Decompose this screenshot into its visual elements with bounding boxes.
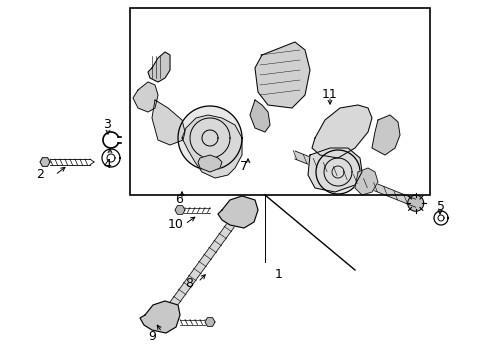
Polygon shape <box>205 318 215 326</box>
Polygon shape <box>316 150 360 194</box>
Text: 8: 8 <box>185 277 193 290</box>
Text: 5: 5 <box>437 200 445 213</box>
Polygon shape <box>295 151 416 207</box>
Polygon shape <box>255 42 310 108</box>
Polygon shape <box>312 105 372 158</box>
Text: 4: 4 <box>103 158 111 171</box>
Polygon shape <box>308 148 362 192</box>
Polygon shape <box>202 130 218 146</box>
Polygon shape <box>175 206 185 214</box>
Polygon shape <box>40 158 50 166</box>
Polygon shape <box>190 118 230 158</box>
Text: 3: 3 <box>103 118 111 131</box>
Polygon shape <box>372 115 400 155</box>
Polygon shape <box>434 211 448 225</box>
Polygon shape <box>198 155 222 172</box>
Text: 2: 2 <box>36 168 44 181</box>
Polygon shape <box>140 301 180 333</box>
Polygon shape <box>250 100 270 132</box>
Polygon shape <box>182 115 242 178</box>
Polygon shape <box>102 149 120 167</box>
Polygon shape <box>355 168 378 195</box>
Text: 1: 1 <box>275 268 283 281</box>
Text: 6: 6 <box>175 193 183 206</box>
Text: 9: 9 <box>148 330 156 343</box>
Polygon shape <box>152 100 185 145</box>
Polygon shape <box>332 166 344 178</box>
Bar <box>130 8 430 195</box>
Polygon shape <box>218 196 258 228</box>
Polygon shape <box>178 106 242 170</box>
Polygon shape <box>324 158 352 186</box>
Text: 7: 7 <box>240 160 248 173</box>
Polygon shape <box>408 195 424 211</box>
Polygon shape <box>159 213 241 322</box>
Text: 11: 11 <box>322 88 338 101</box>
Polygon shape <box>148 52 170 82</box>
Polygon shape <box>133 82 158 112</box>
Text: 10: 10 <box>168 218 184 231</box>
